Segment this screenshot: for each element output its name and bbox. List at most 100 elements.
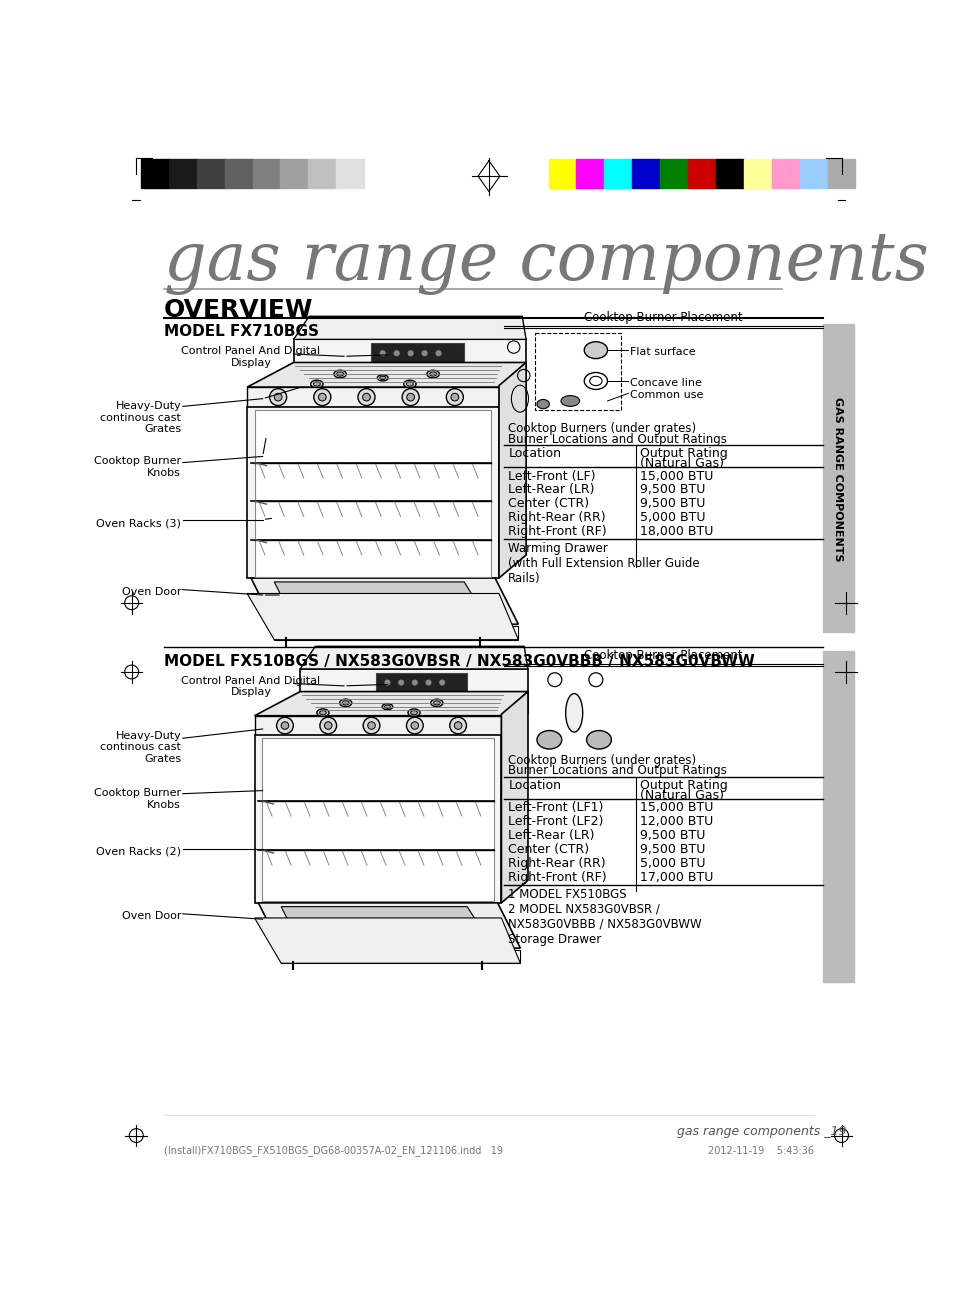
Text: gas range components: gas range components <box>164 229 928 294</box>
Bar <box>548 159 576 189</box>
Bar <box>822 652 853 982</box>
Text: 18,000 BTU: 18,000 BTU <box>639 524 713 537</box>
Bar <box>141 159 169 189</box>
Circle shape <box>435 350 441 356</box>
Polygon shape <box>254 410 491 576</box>
Text: 5,000 BTU: 5,000 BTU <box>639 857 705 870</box>
Circle shape <box>367 722 375 730</box>
Bar <box>576 159 604 189</box>
Text: Cooktop Burner
Knobs: Cooktop Burner Knobs <box>94 788 181 811</box>
Bar <box>799 159 827 189</box>
Bar <box>253 159 280 189</box>
Ellipse shape <box>311 380 323 388</box>
Text: Left-Front (LF): Left-Front (LF) <box>508 470 596 483</box>
Ellipse shape <box>586 731 611 749</box>
Text: Right-Rear (RR): Right-Rear (RR) <box>508 857 605 870</box>
Ellipse shape <box>537 399 549 409</box>
Text: Control Panel And Digital
Display: Control Panel And Digital Display <box>181 677 320 697</box>
Circle shape <box>406 393 415 401</box>
Text: Center (CTR): Center (CTR) <box>508 497 589 510</box>
Polygon shape <box>262 739 494 902</box>
Polygon shape <box>254 735 501 903</box>
Bar <box>196 159 224 189</box>
Text: 5,000 BTU: 5,000 BTU <box>639 511 705 524</box>
Ellipse shape <box>339 699 352 706</box>
Text: MODEL FX510BGS / NX583G0VBSR / NX583G0VBBB / NX583G0VBWW: MODEL FX510BGS / NX583G0VBSR / NX583G0VB… <box>164 653 754 669</box>
Ellipse shape <box>560 396 579 406</box>
Text: Cooktop Burner
Knobs: Cooktop Burner Knobs <box>94 457 181 477</box>
Text: Left-Rear (LR): Left-Rear (LR) <box>508 829 594 842</box>
Ellipse shape <box>427 371 439 377</box>
Ellipse shape <box>433 701 439 705</box>
Text: Left-Rear (LR): Left-Rear (LR) <box>508 484 594 497</box>
Circle shape <box>425 679 431 686</box>
Bar <box>716 159 743 189</box>
Text: Cooktop Burner Placement: Cooktop Burner Placement <box>583 649 741 662</box>
Text: 1 MODEL FX510BGS
2 MODEL NX583G0VBSR /
NX583G0VBBB / NX583G0VBWW
Storage Drawer: 1 MODEL FX510BGS 2 MODEL NX583G0VBSR / N… <box>508 887 701 946</box>
Ellipse shape <box>379 376 385 380</box>
Bar <box>280 159 308 189</box>
Circle shape <box>454 722 461 730</box>
Polygon shape <box>247 388 498 407</box>
Text: (Install)FX710BGS_FX510BGS_DG68-00357A-02_EN_121106.indd   19: (Install)FX710BGS_FX510BGS_DG68-00357A-0… <box>164 1146 502 1157</box>
Text: 9,500 BTU: 9,500 BTU <box>639 843 704 856</box>
Polygon shape <box>254 919 519 963</box>
Text: Burner Locations and Output Ratings: Burner Locations and Output Ratings <box>508 432 726 445</box>
Circle shape <box>357 389 375 406</box>
Circle shape <box>281 722 289 730</box>
Polygon shape <box>501 692 527 903</box>
Bar <box>224 159 253 189</box>
Circle shape <box>402 389 418 406</box>
Polygon shape <box>274 582 483 613</box>
Bar <box>169 159 196 189</box>
Circle shape <box>270 389 286 406</box>
Bar <box>659 159 687 189</box>
Bar <box>771 159 799 189</box>
Text: 15,000 BTU: 15,000 BTU <box>639 470 713 483</box>
Ellipse shape <box>319 710 326 714</box>
Circle shape <box>363 717 379 734</box>
Text: (Natural Gas): (Natural Gas) <box>639 790 723 801</box>
Ellipse shape <box>429 372 436 376</box>
Ellipse shape <box>334 371 346 377</box>
Text: Oven Door: Oven Door <box>122 587 181 597</box>
Text: Common use: Common use <box>629 390 702 401</box>
Text: Cooktop Burners (under grates): Cooktop Burners (under grates) <box>508 753 696 766</box>
Polygon shape <box>251 578 517 624</box>
Text: Output Rating: Output Rating <box>639 448 727 461</box>
Polygon shape <box>247 363 525 388</box>
Ellipse shape <box>583 342 607 359</box>
Circle shape <box>318 393 326 401</box>
Text: Concave line: Concave line <box>629 377 701 388</box>
Circle shape <box>412 679 417 686</box>
Circle shape <box>379 350 385 356</box>
Text: Output Rating: Output Rating <box>639 779 727 792</box>
Circle shape <box>314 389 331 406</box>
Circle shape <box>449 717 466 734</box>
Text: Oven Racks (2): Oven Racks (2) <box>96 846 181 856</box>
Text: Burner Locations and Output Ratings: Burner Locations and Output Ratings <box>508 765 726 778</box>
Circle shape <box>394 350 399 356</box>
Text: GAS RANGE COMPONENTS: GAS RANGE COMPONENTS <box>833 397 842 562</box>
Text: OVERVIEW: OVERVIEW <box>164 298 314 321</box>
Ellipse shape <box>336 372 343 376</box>
Text: Right-Rear (RR): Right-Rear (RR) <box>508 511 605 524</box>
Polygon shape <box>254 716 501 735</box>
Circle shape <box>406 717 423 734</box>
Ellipse shape <box>314 382 320 386</box>
Text: Cooktop Burner Placement: Cooktop Burner Placement <box>583 311 741 324</box>
Polygon shape <box>498 363 525 578</box>
Text: Warming Drawer
(with Full Extension Roller Guide
Rails): Warming Drawer (with Full Extension Roll… <box>508 543 700 585</box>
Ellipse shape <box>384 705 390 708</box>
Polygon shape <box>254 692 527 716</box>
Ellipse shape <box>537 731 561 749</box>
Ellipse shape <box>411 710 417 714</box>
Bar <box>604 159 632 189</box>
Text: Heavy-Duty
continous cast
Grates: Heavy-Duty continous cast Grates <box>100 401 181 435</box>
Bar <box>822 324 853 632</box>
Ellipse shape <box>403 380 416 388</box>
Text: 17,000 BTU: 17,000 BTU <box>639 870 713 883</box>
Text: Cooktop Burners (under grates): Cooktop Burners (under grates) <box>508 422 696 435</box>
Polygon shape <box>300 647 527 669</box>
Ellipse shape <box>342 701 349 705</box>
